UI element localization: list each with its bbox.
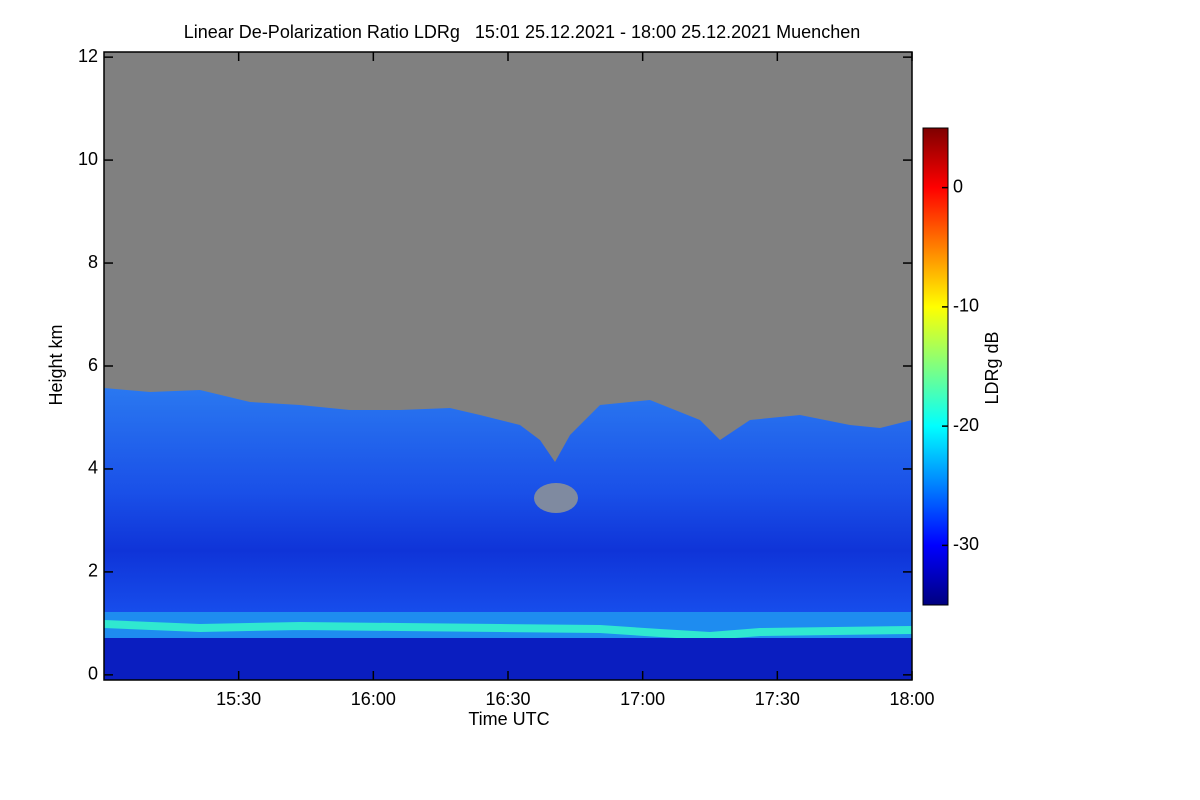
x-tick-label: 15:30 [216, 689, 261, 709]
y-tick-label: 12 [78, 46, 98, 66]
colorbar-tick-label: -20 [953, 415, 979, 435]
colorbar [922, 127, 949, 606]
x-tick-label: 16:00 [351, 689, 396, 709]
heatmap-image [103, 52, 913, 680]
aerosol-layer [104, 388, 912, 620]
y-tick-label: 6 [88, 355, 98, 375]
x-axis-label: Time UTC [468, 709, 549, 729]
y-tick-label: 10 [78, 149, 98, 169]
colorbar-tick-label: -30 [953, 534, 979, 554]
y-tick-label: 0 [88, 664, 98, 684]
chart-title: Linear De-Polarization Ratio LDRg 15:01 … [184, 22, 860, 42]
y-axis-label: Height km [46, 324, 66, 405]
y-tick-label: 8 [88, 252, 98, 272]
x-tick-label: 17:00 [620, 689, 665, 709]
x-tick-label: 17:30 [755, 689, 800, 709]
colorbar-label: LDRg dB [982, 331, 1002, 404]
colorbar-tick-label: -10 [953, 296, 979, 316]
x-tick-label: 18:00 [889, 689, 934, 709]
cloud-band [103, 620, 913, 641]
gap-patch [534, 483, 578, 513]
y-tick-label: 4 [88, 458, 98, 478]
colorbar-tick-label: 0 [953, 176, 963, 196]
y-tick-label: 2 [88, 561, 98, 581]
x-tick-label: 16:30 [485, 689, 530, 709]
